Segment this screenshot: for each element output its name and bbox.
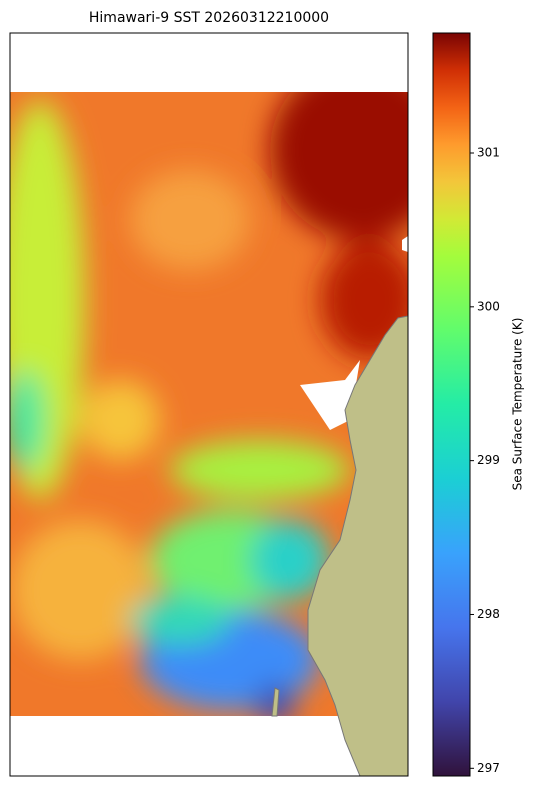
colorbar-tick-label: 298 [477, 607, 500, 621]
island [271, 687, 280, 717]
colorbar [432, 32, 471, 777]
colorbar-label: Sea Surface Temperature (K) [511, 318, 525, 491]
colorbar-tick-label: 297 [477, 761, 500, 775]
colorbar-tick-label: 300 [477, 299, 500, 313]
map-frame [9, 32, 409, 777]
sst-field [10, 92, 408, 716]
map-title: Himawari-9 SST 20260312210000 [89, 10, 329, 26]
colorbar-tick-label: 299 [477, 453, 500, 467]
land [307, 315, 409, 777]
colorbar-tick-label: 301 [477, 145, 500, 159]
colorbar-ticks: 297 298 299 300 301 [470, 145, 500, 775]
